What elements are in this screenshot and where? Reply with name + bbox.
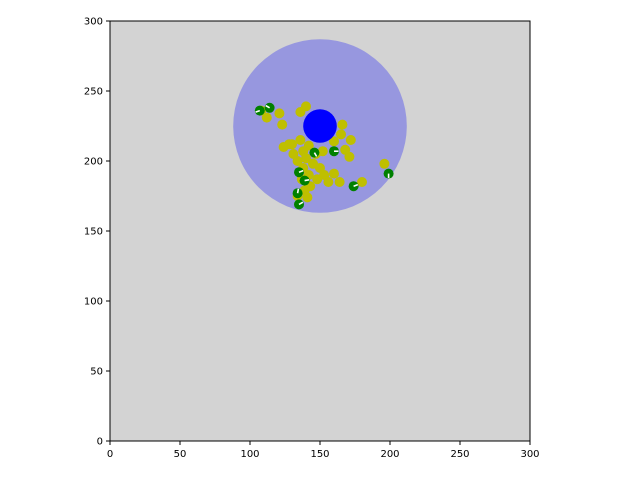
green-marker [329, 146, 339, 157]
yellow-point [317, 146, 328, 157]
yellow-point [357, 177, 367, 187]
yellow-point [379, 158, 390, 169]
yellow-point [323, 177, 334, 187]
yellow-point [261, 112, 272, 123]
yellow-point [301, 153, 311, 164]
green-marker-heading [313, 152, 318, 157]
green-marker [294, 167, 304, 178]
x-tick-label: 0 [107, 449, 113, 460]
x-tick-label: 150 [310, 449, 329, 460]
yellow-point [302, 192, 313, 203]
yellow-point [334, 177, 345, 187]
green-marker [294, 199, 304, 210]
yellow-point [295, 107, 306, 117]
green-marker-heading [304, 179, 310, 182]
green-marker [292, 188, 303, 199]
data-layer [233, 39, 407, 213]
yellow-point [336, 129, 346, 140]
green-marker-heading [255, 109, 261, 113]
yellow-point [329, 136, 339, 147]
green-marker [383, 168, 394, 179]
y-tick-label: 250 [84, 87, 103, 98]
yellow-point [337, 119, 348, 130]
y-tick-label: 300 [84, 17, 103, 28]
green-marker-heading [298, 201, 304, 206]
green-marker [348, 181, 359, 192]
y-tick-label: 150 [84, 227, 103, 238]
green-marker [264, 102, 275, 113]
yellow-point [295, 135, 306, 145]
green-marker-heading [296, 188, 300, 194]
green-marker [254, 105, 265, 116]
y-tick-label: 100 [84, 297, 103, 308]
yellow-point [277, 119, 288, 130]
x-tick-label: 200 [380, 449, 399, 460]
green-marker-heading [265, 104, 271, 109]
y-tick-label: 200 [84, 157, 103, 168]
yellow-point [344, 151, 355, 162]
yellow-point [292, 156, 303, 166]
x-tick-label: 50 [174, 449, 187, 460]
green-marker-heading [298, 169, 304, 173]
yellow-point [274, 108, 285, 119]
green-marker [299, 175, 310, 186]
y-tick-label: 50 [90, 367, 103, 378]
y-tick-label: 0 [97, 437, 103, 448]
green-marker-heading [353, 183, 359, 187]
green-marker [309, 147, 320, 158]
axis-layer: 0 50 100 150 200 250 300 0 50 100 150 200 250 300 [84, 17, 540, 461]
x-tick-label: 250 [450, 449, 469, 460]
yellow-point [284, 139, 295, 150]
center-point [303, 109, 337, 143]
x-tick-label: 300 [520, 449, 539, 460]
yellow-point [345, 135, 356, 145]
yellow-point [329, 168, 339, 179]
x-tick-label: 100 [240, 449, 259, 460]
